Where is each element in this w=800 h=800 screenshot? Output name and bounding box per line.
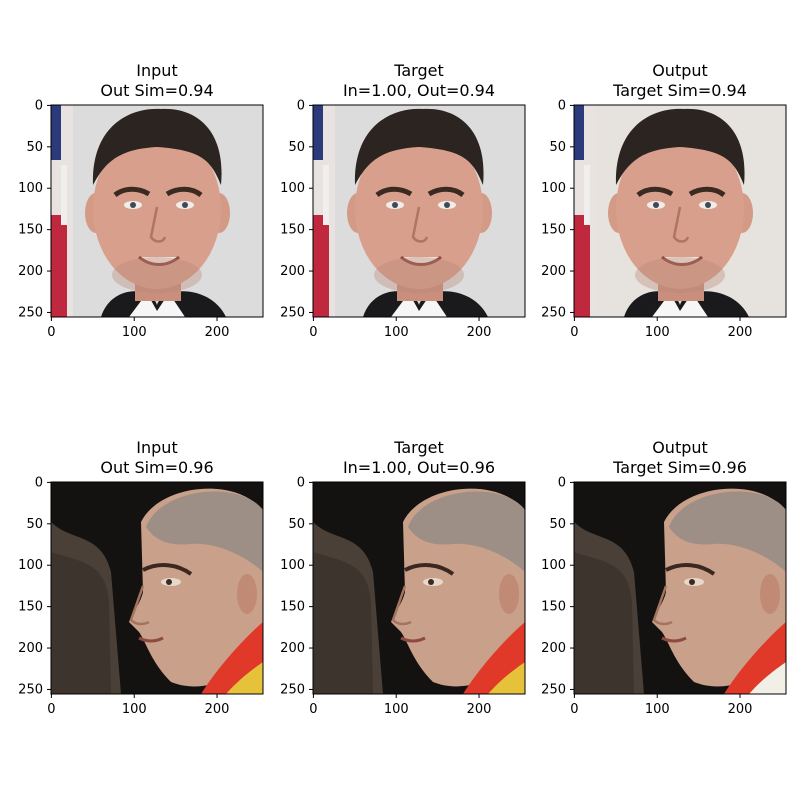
y-tick-label: 50 xyxy=(26,517,43,532)
x-tick-label: 100 xyxy=(384,702,409,717)
y-tick-label: 100 xyxy=(280,181,305,196)
y-tick-label: 200 xyxy=(280,641,305,656)
panel-title-line2: Out Sim=0.94 xyxy=(100,81,214,100)
panel-title-line1: Input xyxy=(136,61,178,80)
axes-frame xyxy=(312,481,526,695)
y-tick-label: 100 xyxy=(280,558,305,573)
y-tick-label: 100 xyxy=(18,181,43,196)
panel-title: Input Out Sim=0.96 xyxy=(7,438,307,478)
axes-frame xyxy=(312,104,526,318)
y-tick-label: 0 xyxy=(558,475,566,490)
panel-title-line2: Target Sim=0.94 xyxy=(613,81,747,100)
y-tick-label: 250 xyxy=(18,305,43,320)
y-tick-label: 100 xyxy=(18,558,43,573)
y-tick-label: 150 xyxy=(18,600,43,615)
y-tick-label: 50 xyxy=(549,140,566,155)
y-tick-label: 150 xyxy=(280,223,305,238)
x-tick-label: 200 xyxy=(205,702,230,717)
portrait-woman xyxy=(51,482,263,694)
axes-frame xyxy=(50,481,264,695)
image-panel: 0 50 100 150 200 250 0 100 200 xyxy=(18,475,264,717)
x-tick-label: 100 xyxy=(122,702,147,717)
portrait-man xyxy=(313,105,525,317)
portrait-man xyxy=(574,105,786,317)
image-panel: 0 50 100 150 200 250 0 100 200 xyxy=(280,98,526,340)
x-tick-label: 0 xyxy=(309,325,317,340)
y-tick-label: 50 xyxy=(288,517,305,532)
y-tick-label: 100 xyxy=(541,181,566,196)
y-tick-label: 100 xyxy=(541,558,566,573)
y-tick-label: 250 xyxy=(280,682,305,697)
x-tick-label: 0 xyxy=(570,702,578,717)
y-tick-label: 200 xyxy=(18,641,43,656)
axes-frame xyxy=(573,104,787,318)
panel-title-line1: Output xyxy=(652,438,708,457)
image-panel: 0 50 100 150 200 250 0 100 200 xyxy=(541,475,787,717)
y-tick-label: 250 xyxy=(18,682,43,697)
y-tick-label: 150 xyxy=(541,223,566,238)
panel-title: Target In=1.00, Out=0.94 xyxy=(269,61,569,101)
portrait-woman xyxy=(574,482,786,694)
panel-title-line1: Target xyxy=(394,438,444,457)
x-tick-label: 200 xyxy=(205,325,230,340)
y-tick-label: 0 xyxy=(35,475,43,490)
y-tick-label: 250 xyxy=(541,305,566,320)
y-tick-label: 50 xyxy=(549,517,566,532)
y-tick-label: 150 xyxy=(18,223,43,238)
panel-title-line2: In=1.00, Out=0.94 xyxy=(342,81,496,100)
panel-title: Input Out Sim=0.94 xyxy=(7,61,307,101)
panel-title-line1: Target xyxy=(394,61,444,80)
y-tick-label: 150 xyxy=(280,600,305,615)
y-tick-label: 250 xyxy=(280,305,305,320)
x-tick-label: 0 xyxy=(47,325,55,340)
y-tick-label: 0 xyxy=(558,98,566,113)
y-tick-label: 200 xyxy=(18,264,43,279)
y-tick-label: 250 xyxy=(541,682,566,697)
x-tick-label: 0 xyxy=(47,702,55,717)
x-tick-label: 0 xyxy=(309,702,317,717)
y-tick-label: 200 xyxy=(280,264,305,279)
axes-frame xyxy=(50,104,264,318)
image-panel: 0 50 100 150 200 250 0 100 200 xyxy=(541,98,787,340)
x-tick-label: 100 xyxy=(122,325,147,340)
y-tick-label: 50 xyxy=(288,140,305,155)
y-tick-label: 200 xyxy=(541,641,566,656)
x-tick-label: 200 xyxy=(467,325,492,340)
panel-title-line1: Input xyxy=(136,438,178,457)
x-tick-label: 100 xyxy=(645,325,670,340)
portrait-man xyxy=(51,105,263,317)
y-tick-label: 0 xyxy=(297,98,305,113)
x-tick-label: 200 xyxy=(728,325,753,340)
image-panel: 0 50 100 150 200 250 0 100 200 xyxy=(280,475,526,717)
x-tick-label: 200 xyxy=(728,702,753,717)
x-tick-label: 200 xyxy=(467,702,492,717)
panel-title-line2: Out Sim=0.96 xyxy=(100,458,214,477)
panel-title-line2: In=1.00, Out=0.96 xyxy=(342,458,496,477)
axes-frame xyxy=(573,481,787,695)
x-tick-label: 100 xyxy=(645,702,670,717)
y-tick-label: 50 xyxy=(26,140,43,155)
panel-title: Output Target Sim=0.94 xyxy=(530,61,800,101)
x-tick-label: 0 xyxy=(570,325,578,340)
image-panel: 0 50 100 150 200 250 0 100 200 xyxy=(18,98,264,340)
panel-title-line2: Target Sim=0.96 xyxy=(613,458,747,477)
portrait-woman xyxy=(313,482,525,694)
y-tick-label: 200 xyxy=(541,264,566,279)
y-tick-label: 0 xyxy=(297,475,305,490)
panel-title: Output Target Sim=0.96 xyxy=(530,438,800,478)
x-tick-label: 100 xyxy=(384,325,409,340)
panel-title: Target In=1.00, Out=0.96 xyxy=(269,438,569,478)
y-tick-label: 0 xyxy=(35,98,43,113)
y-tick-label: 150 xyxy=(541,600,566,615)
panel-title-line1: Output xyxy=(652,61,708,80)
